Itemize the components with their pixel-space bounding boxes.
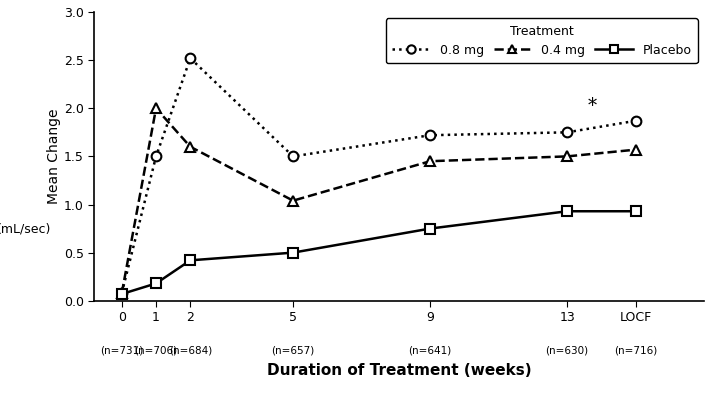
Text: *: * bbox=[588, 97, 597, 115]
Text: (n=716): (n=716) bbox=[614, 345, 657, 355]
Text: (n=641): (n=641) bbox=[409, 345, 452, 355]
Y-axis label: Mean Change: Mean Change bbox=[47, 109, 61, 204]
Text: (n=706): (n=706) bbox=[134, 345, 178, 355]
Text: (n=630): (n=630) bbox=[546, 345, 589, 355]
Text: (n=731): (n=731) bbox=[100, 345, 144, 355]
Legend: 0.8 mg, 0.4 mg, Placebo: 0.8 mg, 0.4 mg, Placebo bbox=[386, 18, 698, 63]
X-axis label: Duration of Treatment (weeks): Duration of Treatment (weeks) bbox=[267, 363, 531, 378]
Text: (mL/sec): (mL/sec) bbox=[0, 222, 52, 235]
Text: (n=684): (n=684) bbox=[168, 345, 212, 355]
Text: (n=657): (n=657) bbox=[272, 345, 314, 355]
